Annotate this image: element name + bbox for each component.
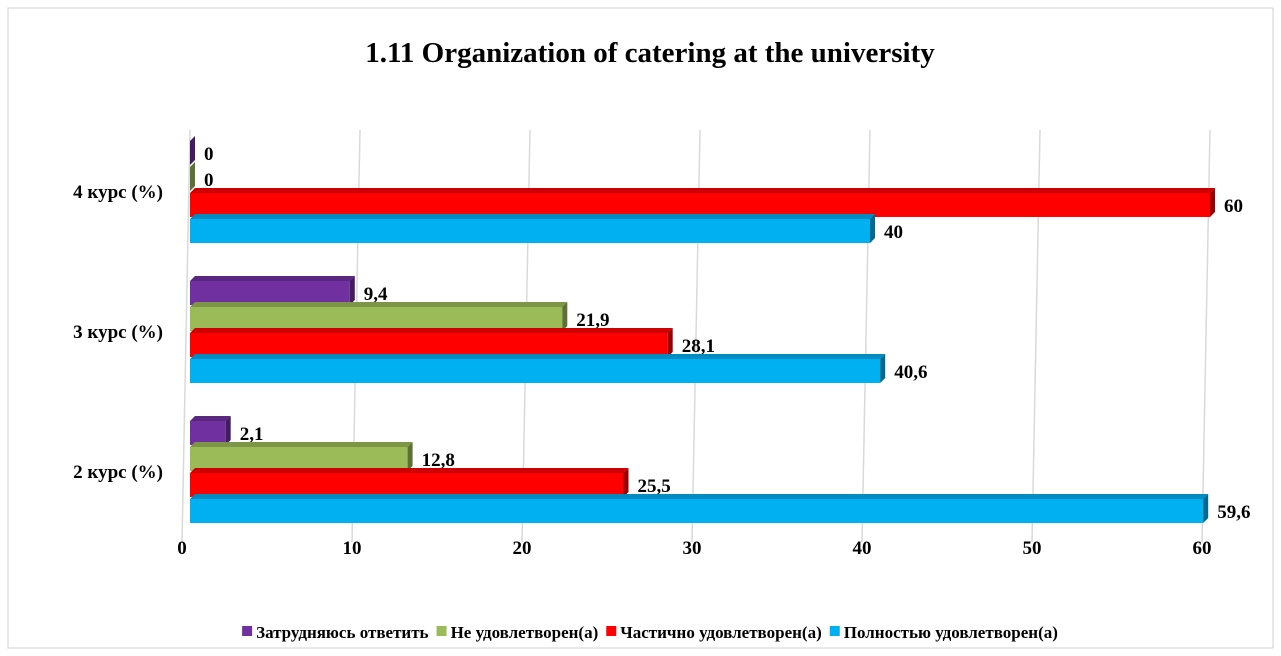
grid-line (181, 129, 191, 543)
data-label: 60 (1224, 196, 1243, 217)
legend-label: Затрудняюсь ответить (256, 623, 428, 642)
x-tick-label: 50 (1023, 538, 1042, 559)
data-label: 25,5 (638, 476, 671, 497)
data-label: 28,1 (682, 336, 715, 357)
bar-depth (225, 416, 231, 445)
bar (190, 499, 1204, 523)
bar (190, 333, 668, 357)
data-label: 59,6 (1217, 502, 1250, 523)
bar (190, 281, 350, 305)
bar-depth (880, 354, 886, 383)
bar-depth (1203, 494, 1209, 523)
bar (190, 307, 563, 331)
legend-swatch (829, 626, 840, 636)
bar-depth (623, 468, 629, 497)
legend-swatch (436, 626, 447, 636)
bar-depth (190, 354, 886, 359)
legend-label: Полностью удовлетворен(а) (844, 623, 1058, 642)
bar-depth (562, 302, 568, 331)
data-label: 40 (884, 222, 903, 243)
bar-depth (190, 416, 231, 421)
data-label: 0 (204, 144, 214, 165)
y-tick-label: 2 курс (%) (73, 462, 163, 483)
data-label: 12,8 (422, 450, 455, 471)
data-label: 0 (204, 170, 214, 191)
bar (190, 421, 226, 445)
x-tick-label: 20 (513, 538, 532, 559)
bar-depth (667, 328, 673, 357)
bar-depth (190, 276, 355, 281)
chart-title: 1.11 Organization of catering at the uni… (365, 37, 935, 69)
legend-label: Частично удовлетворен(а) (620, 623, 821, 642)
bar-depth (870, 214, 875, 243)
x-tick-label: 60 (1193, 538, 1212, 559)
legend-label: Не удовлетворен(а) (451, 623, 599, 642)
bar-depth (190, 162, 195, 191)
data-label: 40,6 (894, 362, 927, 383)
y-tick-label: 4 курс (%) (73, 182, 163, 203)
legend-swatch (606, 626, 617, 636)
x-tick-label: 10 (343, 538, 362, 559)
bar (190, 473, 624, 497)
bar-depth (349, 276, 355, 305)
bar (190, 219, 870, 243)
bar-depth (190, 214, 875, 219)
bar (190, 447, 408, 471)
bar-depth (190, 442, 413, 447)
data-label: 2,1 (240, 424, 264, 445)
bar-depth (190, 188, 1215, 193)
bar (190, 359, 881, 383)
data-label: 9,4 (364, 284, 388, 305)
bar-depth (407, 442, 413, 471)
bar-depth (190, 136, 195, 165)
x-tick-label: 40 (853, 538, 872, 559)
x-tick-label: 0 (177, 538, 187, 559)
data-label: 21,9 (576, 310, 609, 331)
bar-depth (1210, 188, 1215, 217)
bar (190, 193, 1210, 217)
x-tick-label: 30 (683, 538, 702, 559)
bar-depth (190, 494, 1209, 499)
bar-depth (190, 468, 629, 473)
y-tick-label: 3 курс (%) (73, 322, 163, 343)
legend-swatch (242, 626, 253, 636)
bar-depth (190, 328, 673, 333)
bar-depth (190, 302, 568, 307)
